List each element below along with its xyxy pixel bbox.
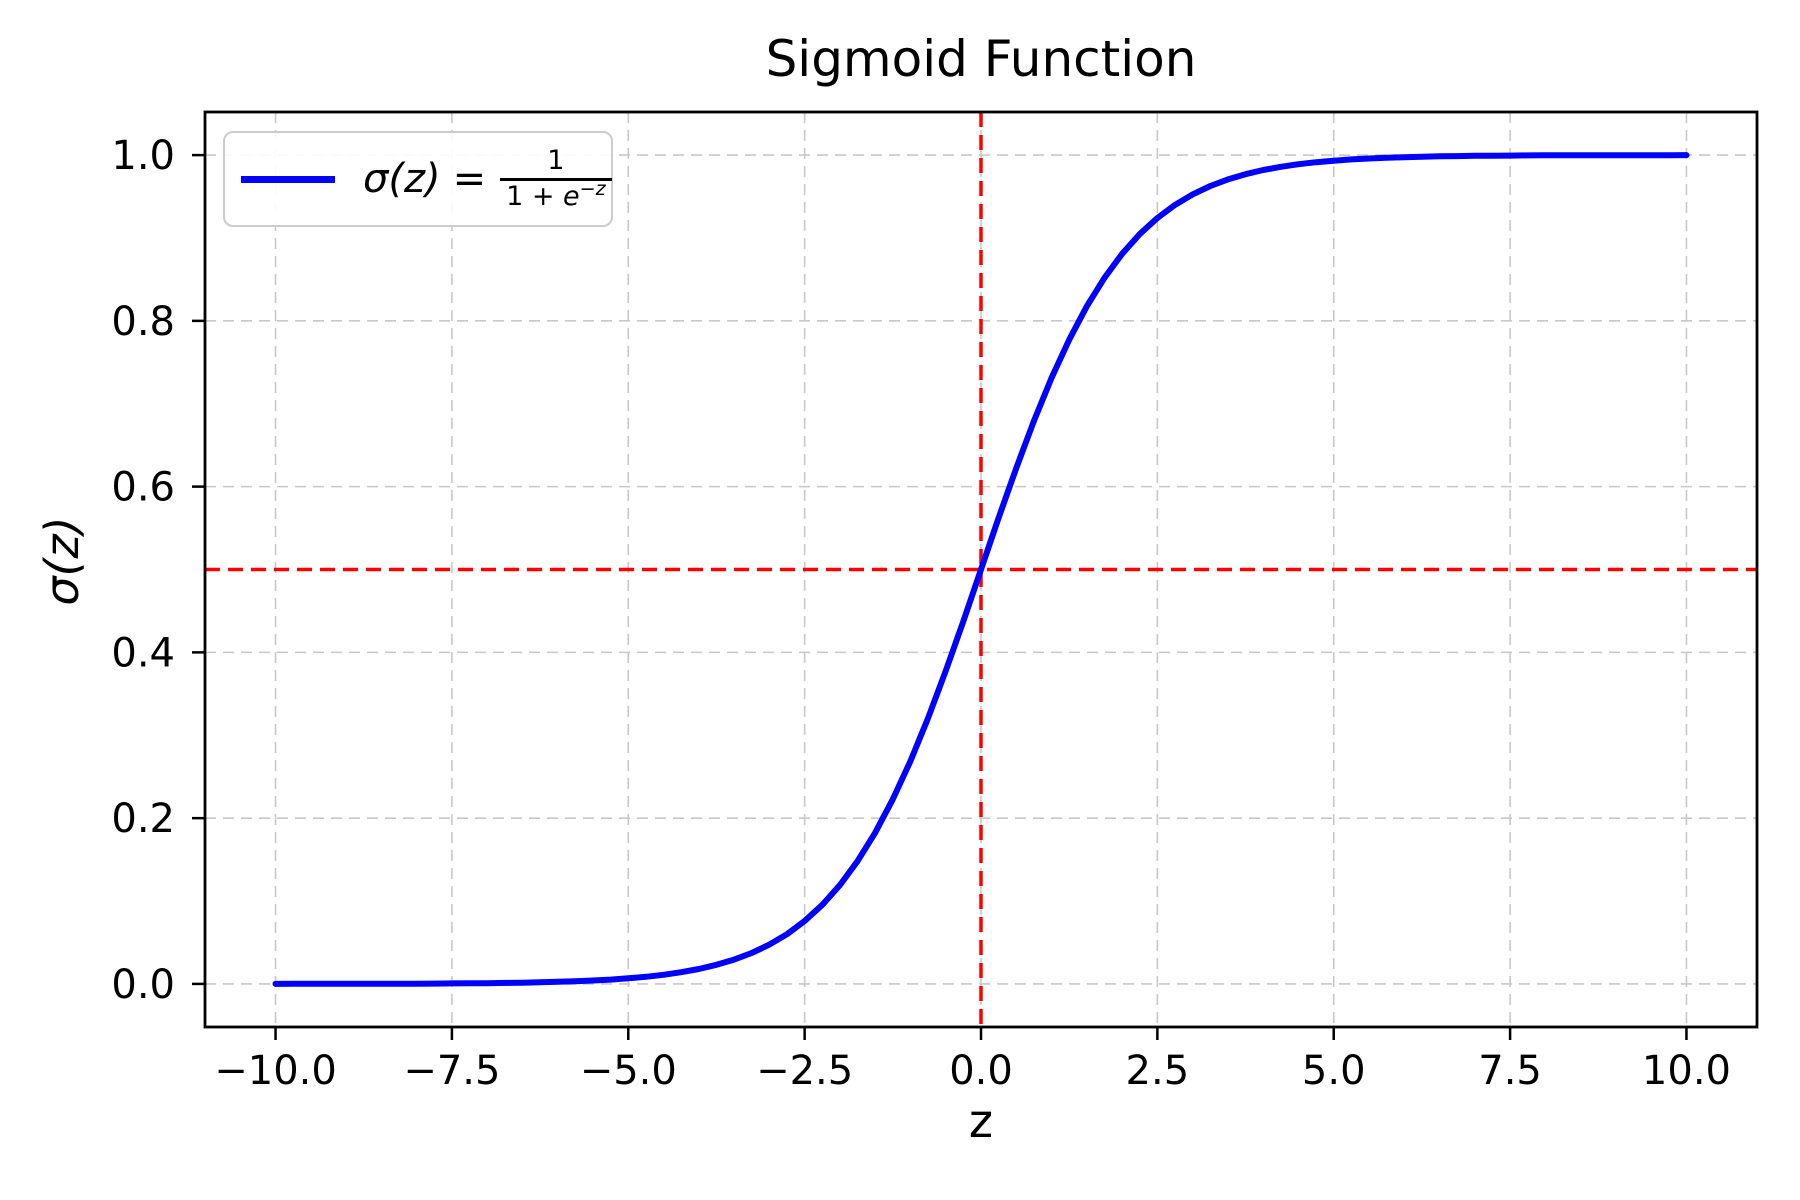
y-tick-label: 0.0 (111, 962, 175, 1008)
legend-numerator: 1 (547, 145, 565, 177)
y-tick-label: 0.4 (111, 630, 175, 676)
legend-sigma-expr: σ(z) (363, 156, 441, 202)
legend-line-sample (241, 175, 335, 183)
x-tick-label: 5.0 (1302, 1048, 1366, 1094)
y-tick-label: 0.8 (111, 299, 175, 345)
x-tick-label: 0.0 (949, 1048, 1013, 1094)
legend-label: σ(z) = 1 1 + e−z (363, 145, 612, 213)
x-tick-label: 2.5 (1126, 1048, 1190, 1094)
y-tick-label: 0.6 (111, 465, 175, 511)
legend-denominator: 1 + e−z (500, 177, 612, 213)
chart-title: Sigmoid Function (765, 30, 1197, 88)
legend-equals: = (452, 156, 487, 202)
y-tick-label: 1.0 (111, 133, 175, 179)
sigmoid-curve (272, 152, 1690, 987)
x-tick-label: −5.0 (580, 1048, 677, 1094)
x-axis-label: z (968, 1094, 994, 1148)
legend-fraction: 1 1 + e−z (500, 145, 612, 213)
x-tick-label: −2.5 (756, 1048, 853, 1094)
y-axis-label: σ(z) (35, 516, 89, 606)
legend: σ(z) = 1 1 + e−z (223, 131, 613, 227)
y-tick-label: 0.2 (111, 796, 175, 842)
x-tick-label: 7.5 (1478, 1048, 1542, 1094)
legend-denominator-e: e (563, 180, 580, 212)
legend-denominator-sup: −z (579, 177, 606, 200)
x-tick-label: −10.0 (214, 1048, 337, 1094)
x-tick-label: −7.5 (403, 1048, 500, 1094)
legend-denominator-pre: 1 + (506, 180, 564, 212)
x-tick-label: 10.0 (1642, 1048, 1731, 1094)
